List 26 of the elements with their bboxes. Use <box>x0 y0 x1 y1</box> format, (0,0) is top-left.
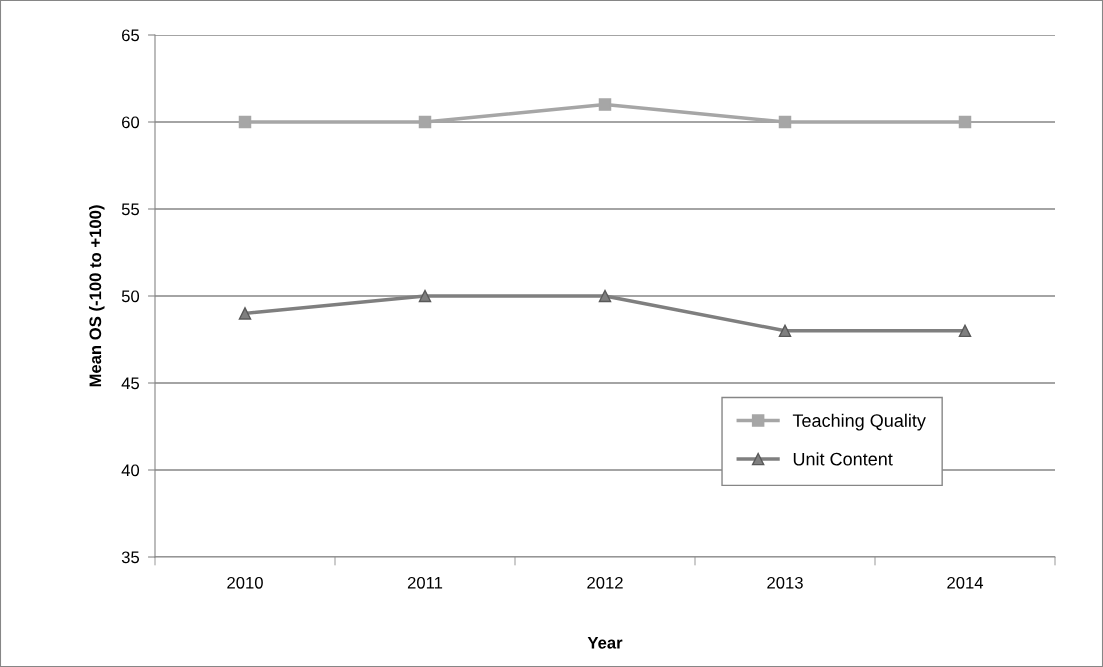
point <box>778 324 792 338</box>
y-tick-label: 65 <box>122 29 140 42</box>
point <box>778 115 792 129</box>
x-axis-title: Year <box>587 637 623 649</box>
y-tick-label: 40 <box>121 464 140 477</box>
point <box>598 289 612 303</box>
y-tick-label: 60 <box>122 116 140 129</box>
x-tick-label: 2012 <box>587 576 623 589</box>
y-tick-label: 45 <box>121 377 140 390</box>
legend-label: Unit Content <box>793 452 893 466</box>
legend-label: Teaching Quality <box>792 413 926 431</box>
y-axis-title: Mean OS (-100 to +100) <box>88 205 105 387</box>
point <box>238 307 252 320</box>
x-tick-label: 2013 <box>767 576 803 589</box>
x-tick-label: 2011 <box>407 576 443 589</box>
x-tick-label: 2010 <box>227 576 263 589</box>
point <box>418 289 432 303</box>
x-tick-label: 2014 <box>947 576 984 589</box>
y-tick-label: 50 <box>121 290 140 303</box>
point <box>598 98 612 111</box>
y-tick-label: 35 <box>121 551 140 564</box>
point <box>958 115 972 129</box>
point <box>958 324 972 338</box>
y-tick-label: 55 <box>121 203 140 216</box>
point <box>418 115 432 129</box>
point <box>238 115 252 129</box>
